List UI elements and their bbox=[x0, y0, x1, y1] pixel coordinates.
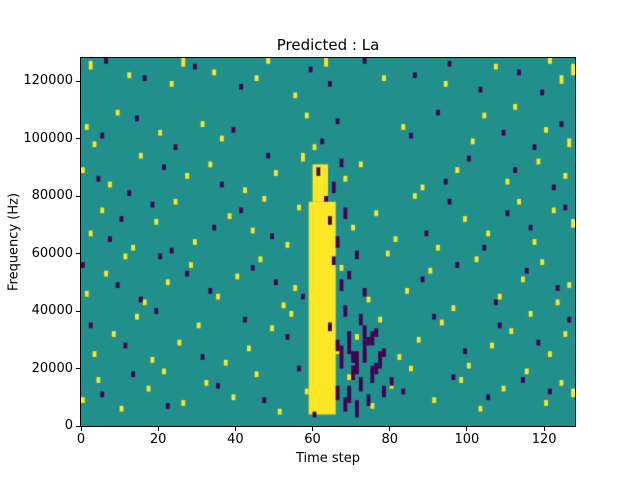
y-tick-label: 60000 bbox=[31, 245, 73, 261]
x-tick-mark bbox=[389, 427, 391, 431]
y-tick-mark bbox=[76, 310, 80, 312]
x-tick-mark bbox=[234, 427, 236, 431]
y-tick-label: 100000 bbox=[23, 130, 73, 146]
x-tick-label: 120 bbox=[531, 432, 557, 447]
x-tick-mark bbox=[157, 427, 159, 431]
x-tick-label: 20 bbox=[149, 432, 167, 447]
chart-title: Predicted : La bbox=[276, 36, 380, 54]
x-tick-mark bbox=[80, 427, 82, 431]
x-tick-mark bbox=[543, 427, 545, 431]
y-tick-label: 80000 bbox=[31, 188, 73, 203]
plot-area bbox=[80, 57, 576, 427]
y-tick-mark bbox=[76, 80, 80, 82]
y-tick-mark bbox=[76, 253, 80, 254]
y-tick-label: 0 bbox=[64, 418, 73, 433]
y-tick-mark bbox=[76, 195, 80, 197]
x-tick-label: 0 bbox=[76, 432, 86, 447]
y-tick-label: 120000 bbox=[23, 73, 73, 88]
x-tick-mark bbox=[312, 427, 314, 431]
y-axis-label: Frequency (Hz) bbox=[6, 192, 22, 292]
x-tick-label: 80 bbox=[381, 432, 399, 447]
x-tick-label: 60 bbox=[304, 432, 321, 447]
y-tick-mark bbox=[76, 138, 80, 139]
heatmap-canvas bbox=[81, 58, 575, 426]
y-tick-label: 20000 bbox=[31, 360, 73, 376]
y-tick-mark bbox=[76, 425, 80, 427]
x-axis-label: Time step bbox=[295, 451, 361, 466]
x-tick-label: 40 bbox=[227, 432, 244, 447]
y-tick-label: 40000 bbox=[31, 303, 73, 318]
y-tick-mark bbox=[76, 368, 80, 369]
x-tick-mark bbox=[466, 427, 468, 431]
x-tick-label: 100 bbox=[454, 432, 480, 447]
